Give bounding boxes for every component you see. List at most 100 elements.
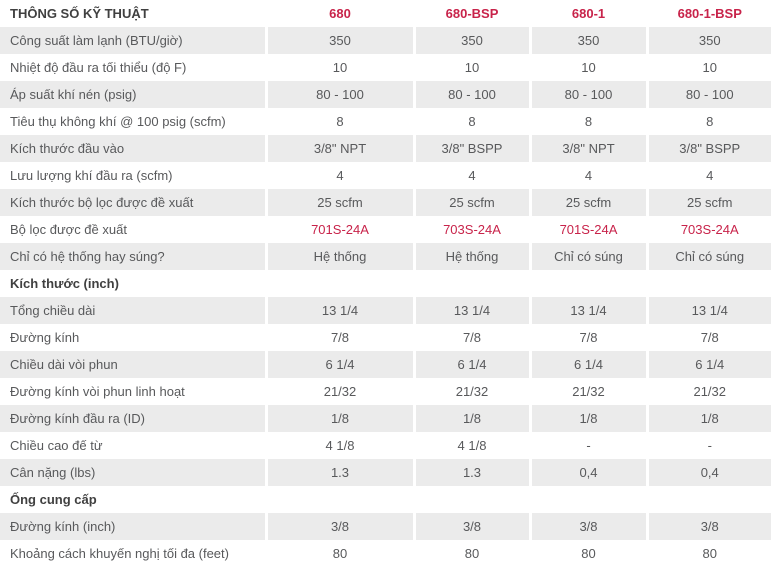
- row-label: Nhiệt độ đầu ra tối thiểu (độ F): [10, 60, 187, 75]
- table-row: Kích thước đầu vào 3/8" NPT 3/8" BSPP 3/8" …: [0, 135, 771, 162]
- column-header-680-1-bsp: 680-1-BSP: [645, 0, 771, 27]
- row-label: Áp suất khí nén (psig): [10, 87, 137, 102]
- row-value: Hệ thống: [412, 243, 530, 270]
- row-value: 13 1/4: [528, 297, 647, 324]
- row-value: 703S-24A: [412, 216, 530, 243]
- row-value: 80 - 100: [645, 81, 771, 108]
- table-row: Công suất làm lạnh (BTU/giờ) 350 350 350 350: [0, 27, 771, 54]
- table-row: Tổng chiều dài 13 1/4 13 1/4 13 1/4 13 1/4: [0, 297, 771, 324]
- row-value: 701S-24A: [528, 216, 647, 243]
- section-row: Ống cung cấp: [0, 486, 771, 513]
- row-value: 21/32: [264, 378, 414, 405]
- table-row: Đường kính (inch) 3/8 3/8 3/8 3/8: [0, 513, 771, 540]
- row-value: 3/8: [645, 513, 771, 540]
- row-value: 6 1/4: [412, 351, 530, 378]
- row-value: 1.3: [412, 459, 530, 486]
- row-value: 3/8" BSPP: [412, 135, 530, 162]
- row-value: 80: [528, 540, 647, 567]
- spec-header-row: THÔNG SỐ KỸ THUẬT 680 680-BSP 680-1 680-…: [0, 0, 771, 27]
- table-row: Nhiệt độ đầu ra tối thiểu (độ F) 10 10 10 10: [0, 54, 771, 81]
- row-value: 4: [412, 162, 530, 189]
- row-value: 8: [528, 108, 647, 135]
- row-value: 3/8" NPT: [264, 135, 414, 162]
- row-value: 10: [645, 54, 771, 81]
- table-row: Đường kính đầu ra (ID) 1/8 1/8 1/8 1/8: [0, 405, 771, 432]
- row-value: 13 1/4: [645, 297, 771, 324]
- row-label: Khoảng cách khuyến nghị tối đa (feet): [10, 546, 229, 561]
- table-row: Chỉ có hệ thống hay súng? Hệ thống Hệ thốn…: [0, 243, 771, 270]
- row-label: Bộ lọc được đề xuất: [10, 222, 127, 237]
- row-label: Công suất làm lạnh (BTU/giờ): [10, 33, 183, 48]
- row-value: 4: [645, 162, 771, 189]
- row-value: 4: [264, 162, 414, 189]
- row-value: 25 scfm: [645, 189, 771, 216]
- row-value: 13 1/4: [412, 297, 530, 324]
- row-value: 8: [645, 108, 771, 135]
- row-value: 21/32: [645, 378, 771, 405]
- row-value: 4: [528, 162, 647, 189]
- table-row: Đường kính vòi phun linh hoạt 21/32 21/32 2…: [0, 378, 771, 405]
- row-label: Lưu lượng khí đầu ra (scfm): [10, 168, 173, 183]
- row-label: Đường kính (inch): [10, 519, 116, 534]
- row-value: 7/8: [412, 324, 530, 351]
- table-row: Tiêu thụ không khí @ 100 psig (scfm) 8 8 8 8: [0, 108, 771, 135]
- table-row: Bộ lọc được đề xuất 701S-24A 703S-24A 701S-…: [0, 216, 771, 243]
- row-label: Kích thước đầu vào: [10, 141, 125, 156]
- row-value: 4 1/8: [412, 432, 530, 459]
- table-row: Đường kính 7/8 7/8 7/8 7/8: [0, 324, 771, 351]
- row-value: 701S-24A: [264, 216, 414, 243]
- row-value: 350: [645, 27, 771, 54]
- row-label: Đường kính: [10, 330, 80, 345]
- row-value: 1/8: [645, 405, 771, 432]
- section-row: Kích thước (inch): [0, 270, 771, 297]
- row-value: 10: [412, 54, 530, 81]
- column-header-680-1: 680-1: [528, 0, 647, 27]
- row-label: Chiều cao đế từ: [10, 438, 103, 453]
- row-label: Đường kính vòi phun linh hoạt: [10, 384, 185, 399]
- row-label: Tiêu thụ không khí @ 100 psig (scfm): [10, 114, 226, 129]
- row-value: 80: [264, 540, 414, 567]
- row-value: 80: [645, 540, 771, 567]
- table-row: Cân nặng (lbs) 1.3 1.3 0,4 0,4: [0, 459, 771, 486]
- row-value: 21/32: [412, 378, 530, 405]
- section-title: Kích thước (inch): [10, 276, 119, 291]
- row-value: 1.3: [264, 459, 414, 486]
- row-value: 3/8" NPT: [528, 135, 647, 162]
- row-value: 13 1/4: [264, 297, 414, 324]
- section-title: Ống cung cấp: [10, 492, 97, 507]
- row-value: 3/8" BSPP: [645, 135, 771, 162]
- table-row: Kích thước bộ lọc được đề xuất 25 scfm 25 …: [0, 189, 771, 216]
- row-value: -: [528, 432, 647, 459]
- row-value: Hệ thống: [264, 243, 414, 270]
- column-header-680: 680: [264, 0, 414, 27]
- row-label: Chỉ có hệ thống hay súng?: [10, 249, 165, 264]
- row-value: 3/8: [528, 513, 647, 540]
- row-label: Tổng chiều dài: [10, 303, 96, 318]
- row-value: 1/8: [528, 405, 647, 432]
- row-value: 0,4: [645, 459, 771, 486]
- table-row: Chiều dài vòi phun 6 1/4 6 1/4 6 1/4 6 1/4: [0, 351, 771, 378]
- row-value: Chỉ có súng: [645, 243, 771, 270]
- row-value: 80 - 100: [528, 81, 647, 108]
- row-value: 21/32: [528, 378, 647, 405]
- row-value: 350: [528, 27, 647, 54]
- row-value: 1/8: [412, 405, 530, 432]
- table-row: Khoảng cách khuyến nghị tối đa (feet) 80 8…: [0, 540, 771, 567]
- table-row: Chiều cao đế từ 4 1/8 4 1/8- -: [0, 432, 771, 459]
- row-value: 10: [264, 54, 414, 81]
- row-value: 6 1/4: [528, 351, 647, 378]
- row-value: 350: [264, 27, 414, 54]
- row-value: 80 - 100: [264, 81, 414, 108]
- row-value: 703S-24A: [645, 216, 771, 243]
- row-value: 80: [412, 540, 530, 567]
- row-value: 25 scfm: [528, 189, 647, 216]
- table-row: Lưu lượng khí đầu ra (scfm) 4 4 4 4: [0, 162, 771, 189]
- row-value: 350: [412, 27, 530, 54]
- row-label: Cân nặng (lbs): [10, 465, 96, 480]
- row-value: 25 scfm: [412, 189, 530, 216]
- row-value: 7/8: [528, 324, 647, 351]
- row-value: 8: [412, 108, 530, 135]
- row-value: 3/8: [412, 513, 530, 540]
- row-label: Đường kính đầu ra (ID): [10, 411, 146, 426]
